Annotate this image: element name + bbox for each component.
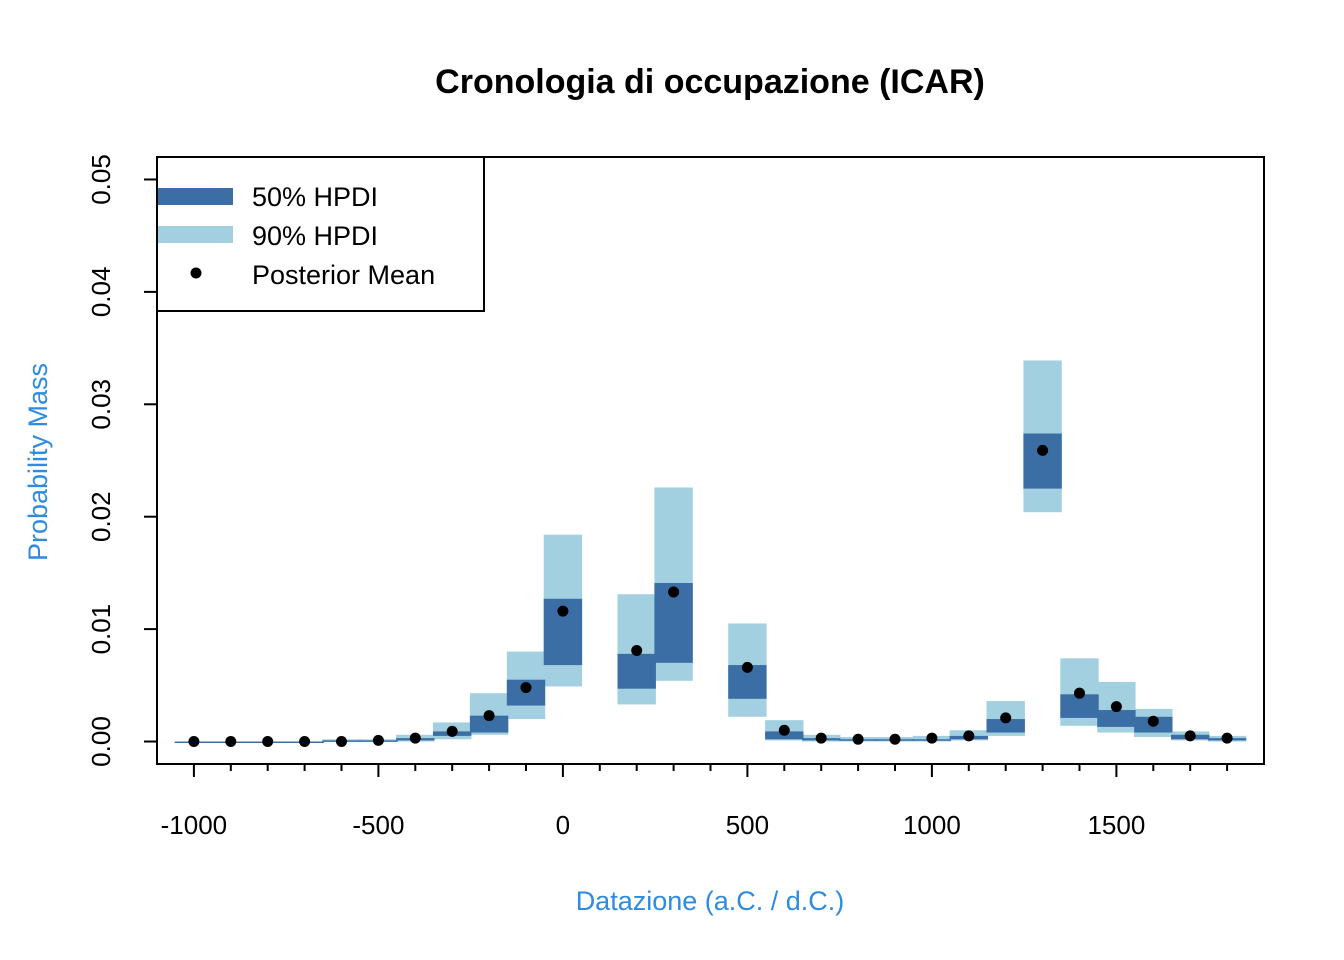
posterior-mean-point xyxy=(668,586,680,598)
posterior-mean-point xyxy=(225,736,237,748)
legend-marker-mean xyxy=(190,267,202,279)
posterior-mean-point xyxy=(852,733,864,745)
x-axis-title: Datazione (a.C. / d.C.) xyxy=(576,886,845,916)
hpdi50-bar xyxy=(1023,433,1062,489)
x-tick-label: 0 xyxy=(556,810,570,840)
posterior-mean-point xyxy=(336,736,347,748)
posterior-mean-point xyxy=(1074,687,1085,699)
posterior-mean-point xyxy=(299,736,311,748)
y-tick-label: 0.04 xyxy=(86,267,116,318)
posterior-mean-point xyxy=(1184,730,1196,742)
posterior-mean-points xyxy=(188,444,1233,748)
posterior-mean-point xyxy=(1221,732,1233,744)
x-tick-label: -500 xyxy=(352,810,404,840)
posterior-mean-point xyxy=(1000,712,1012,724)
y-tick-label: 0.02 xyxy=(86,491,116,542)
legend-label-mean: Posterior Mean xyxy=(252,260,435,290)
x-tick-label: 500 xyxy=(726,810,769,840)
posterior-mean-point xyxy=(631,644,643,656)
posterior-mean-point xyxy=(926,732,938,744)
posterior-mean-point xyxy=(778,724,790,736)
legend: 50% HPDI 90% HPDI Posterior Mean xyxy=(156,156,485,312)
y-tick-label: 0.05 xyxy=(86,154,116,205)
y-tick-label: 0.03 xyxy=(86,379,116,430)
legend-label-hpdi50: 50% HPDI xyxy=(252,182,378,212)
posterior-mean-point xyxy=(372,734,384,746)
x-axis: -1000 -500 0 500 1000 1500 xyxy=(161,764,1229,840)
legend-label-hpdi90: 90% HPDI xyxy=(252,221,378,251)
y-tick-label: 0.00 xyxy=(86,716,116,767)
y-tick-label: 0.01 xyxy=(86,604,116,655)
x-tick-label: 1000 xyxy=(903,810,961,840)
posterior-mean-point xyxy=(741,661,753,673)
hpdi90-bars xyxy=(174,360,1247,744)
legend-swatch-hpdi50 xyxy=(158,188,233,205)
hpdi50-bar xyxy=(986,719,1025,733)
y-axis-title: Probability Mass xyxy=(23,363,53,561)
posterior-mean-point xyxy=(520,682,532,694)
hpdi50-bar xyxy=(617,653,656,689)
hpdi50-bar xyxy=(1097,710,1136,727)
posterior-mean-point xyxy=(963,730,975,742)
hpdi50-bar xyxy=(1060,694,1099,718)
posterior-mean-point xyxy=(188,736,200,748)
x-tick-label: 1500 xyxy=(1087,810,1145,840)
hpdi50-bars xyxy=(174,433,1247,744)
chart-title: Cronologia di occupazione (ICAR) xyxy=(435,63,985,101)
posterior-mean-point xyxy=(1110,701,1122,713)
x-tick-label: -1000 xyxy=(161,810,228,840)
y-axis: 0.00 0.01 0.02 0.03 0.04 0.05 xyxy=(86,154,157,767)
posterior-mean-point xyxy=(1037,444,1049,456)
posterior-mean-point xyxy=(409,732,421,744)
posterior-mean-point xyxy=(557,605,569,617)
posterior-mean-point xyxy=(262,736,274,748)
posterior-mean-point xyxy=(1147,715,1159,727)
legend-swatch-hpdi90 xyxy=(158,226,233,243)
posterior-mean-point xyxy=(446,725,458,737)
hpdi50-bar xyxy=(469,715,509,733)
posterior-mean-point xyxy=(483,710,495,722)
posterior-mean-point xyxy=(815,732,827,744)
posterior-mean-point xyxy=(889,733,901,745)
